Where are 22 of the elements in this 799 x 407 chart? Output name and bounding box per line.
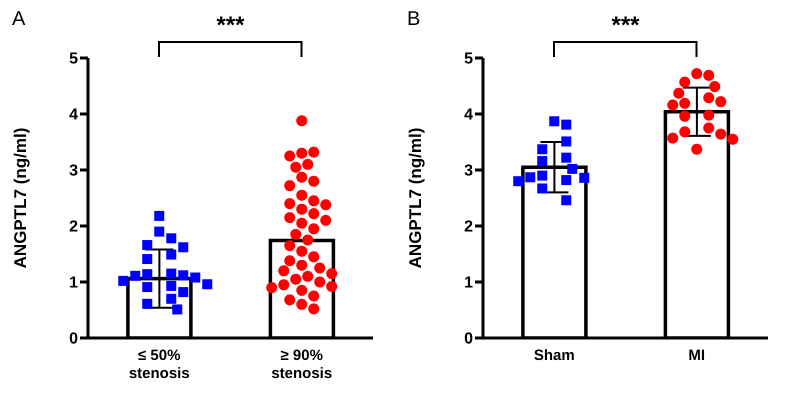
text: *** [215,12,246,40]
y-tick-label: 3 [69,162,78,180]
y-tick-label: 4 [464,106,474,124]
text: *** [610,12,641,40]
y-tick-label: 0 [69,330,78,348]
y-tick-label: 2 [464,218,474,236]
x-tick-label: MI [688,347,706,364]
x-tick-label: Sham [534,347,575,364]
y-tick-label: 0 [464,330,474,348]
y-tick-label: 1 [464,274,474,292]
x-tick-label: ≤ 50% stenosis [128,347,190,382]
y-tick-label: 1 [69,274,78,292]
x-tick-label: ≥ 90% stenosis [271,347,332,382]
y-tick-label: 5 [464,50,474,68]
y-axis-title: ANGPTL7 (ng/ml) [11,128,30,268]
y-tick-label: 5 [69,50,78,68]
chart-title: B [407,8,420,31]
y-axis-title: ANGPTL7 (ng/ml) [406,128,426,268]
chart-title: A [12,8,26,31]
y-tick-label: 4 [69,106,78,124]
y-tick-label: 2 [69,218,78,236]
y-tick-label: 3 [464,162,474,180]
